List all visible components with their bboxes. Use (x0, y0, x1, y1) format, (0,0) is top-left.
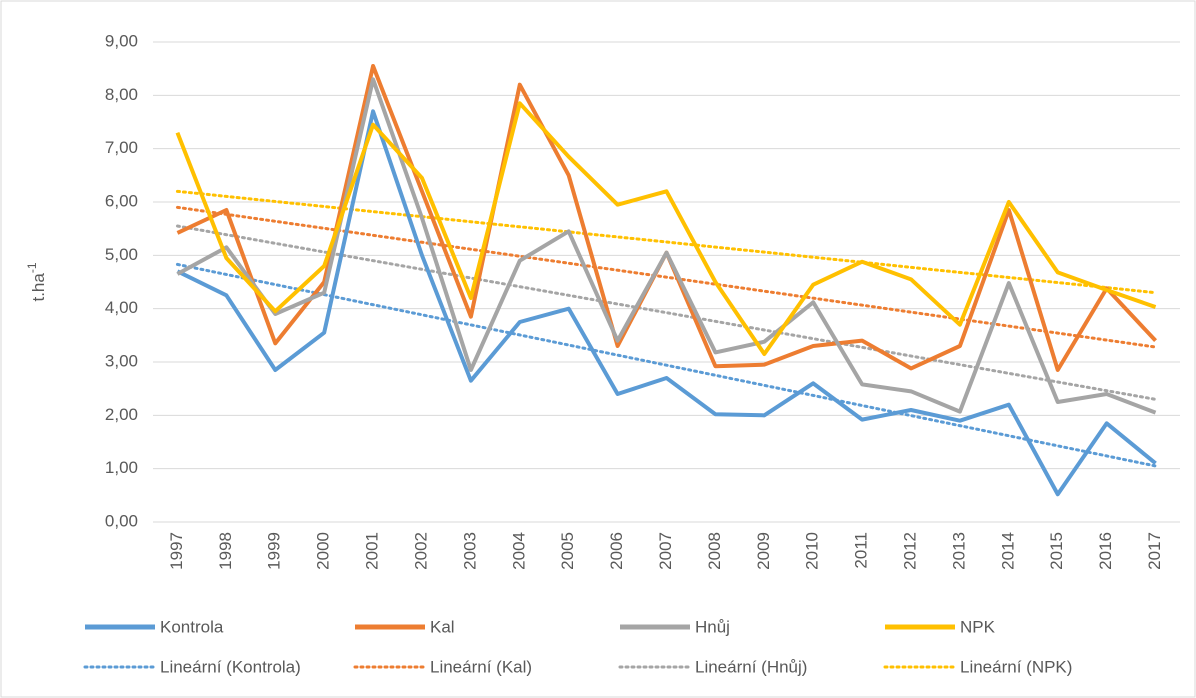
x-tick-label: 2006 (607, 532, 626, 570)
x-tick-label: 2009 (754, 532, 773, 570)
y-tick-label: 9,00 (105, 31, 138, 50)
legend-label: Kontrola (160, 617, 224, 636)
series-line (175, 101, 1157, 356)
y-tick-label: 7,00 (105, 138, 138, 157)
x-tick-label: 1997 (167, 532, 186, 570)
legend-label: Hnůj (695, 617, 730, 636)
series-line (176, 109, 1157, 497)
x-tick-label: 2010 (803, 532, 822, 570)
x-tick-label: 2004 (509, 532, 528, 570)
legend-label: NPK (960, 617, 996, 636)
x-tick-label: 2017 (1145, 532, 1164, 570)
trendline (175, 224, 1158, 401)
x-tick-label: 2001 (363, 532, 382, 570)
x-tick-label: 1998 (216, 532, 235, 570)
legend-label: Lineární (NPK) (960, 657, 1072, 676)
x-tick-label: 2005 (558, 532, 577, 570)
x-tick-label: 2014 (998, 532, 1017, 570)
legend-label: Kal (430, 617, 455, 636)
y-label-base: t.ha (29, 273, 48, 302)
y-tick-label: 4,00 (105, 298, 138, 317)
x-tick-label: 2003 (460, 532, 479, 570)
x-tick-label: 2016 (1096, 532, 1115, 570)
y-tick-label: 2,00 (105, 405, 138, 424)
y-tick-label: 8,00 (105, 85, 138, 104)
y-tick-label: 5,00 (105, 245, 138, 264)
x-tick-label: 2013 (949, 532, 968, 570)
x-tick-label: 2007 (656, 532, 675, 570)
legend-label: Lineární (Kontrola) (160, 657, 301, 676)
x-tick-label: 2000 (314, 532, 333, 570)
y-label-sup: -1 (25, 262, 39, 273)
x-tick-label: 1999 (265, 532, 284, 570)
x-tick-label: 2015 (1047, 532, 1066, 570)
x-tick-label: 2011 (852, 532, 871, 569)
trendline (175, 262, 1158, 468)
x-tick-label: 2002 (411, 532, 430, 570)
x-tick-label: 2008 (705, 532, 724, 570)
legend-label: Lineární (Kal) (430, 657, 532, 676)
y-axis-label: t.ha-1 (25, 262, 48, 301)
y-tick-label: 6,00 (105, 191, 138, 210)
y-tick-label: 1,00 (105, 458, 138, 477)
legend-label: Lineární (Hnůj) (695, 657, 807, 676)
y-tick-label: 3,00 (105, 351, 138, 370)
y-tick-label: 0,00 (105, 511, 138, 530)
x-tick-label: 2012 (901, 532, 920, 570)
